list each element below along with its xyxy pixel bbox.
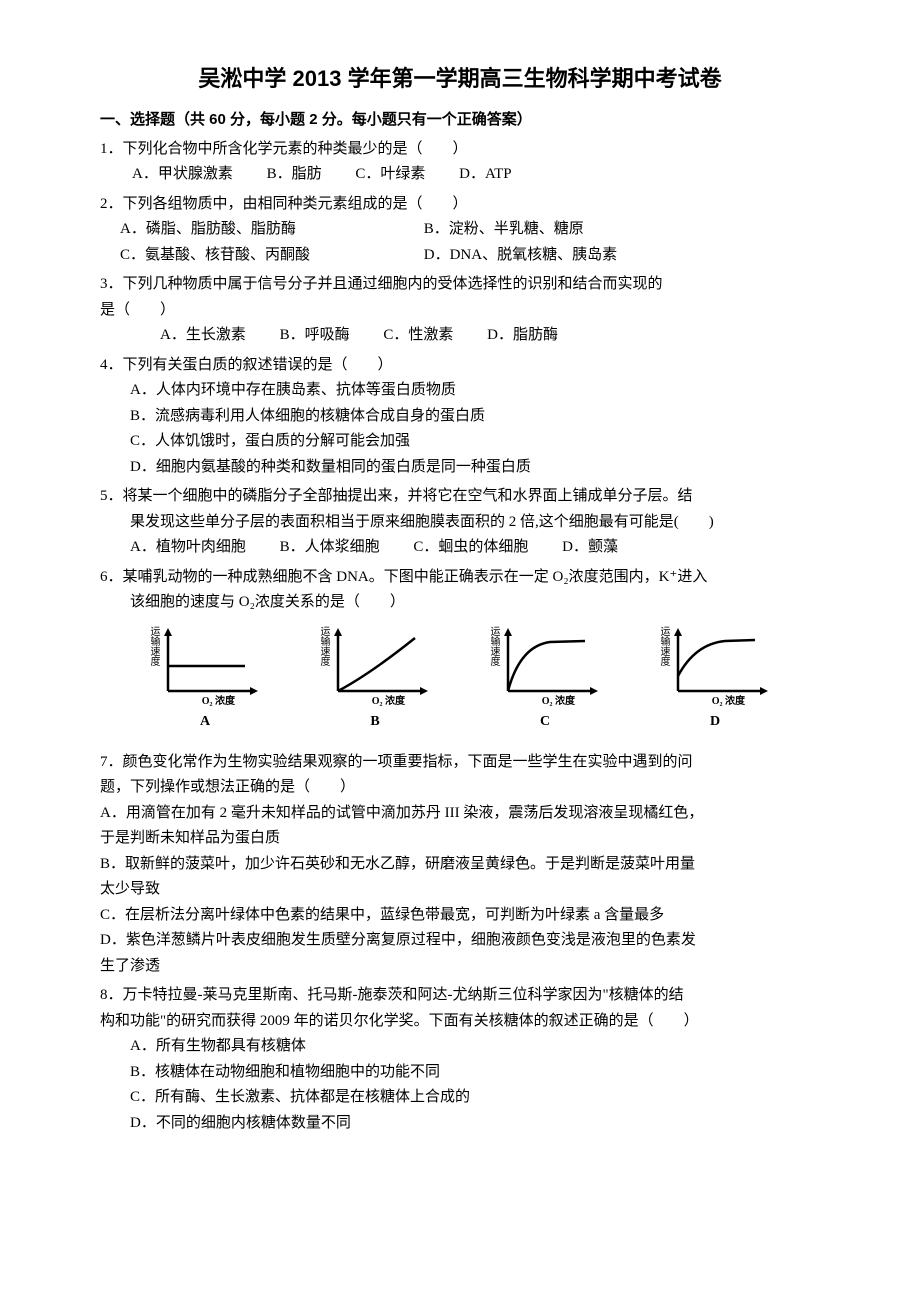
q3-opt-b: B．呼吸酶	[280, 323, 350, 349]
question-6: 6．某哺乳动物的一种成熟细胞不含 DNA。下图中能正确表示在一定 O₂浓度范围内…	[100, 565, 820, 734]
chart-a-ylabel: 运输速度	[148, 626, 159, 666]
q4-opt-d: D．细胞内氨基酸的种类和数量相同的蛋白质是同一种蛋白质	[100, 455, 820, 481]
q2-opt-b: B．淀粉、半乳糖、糖原	[424, 217, 724, 243]
q3-opt-a: A．生长激素	[160, 323, 246, 349]
chart-a-xlabel: O₂ 浓度	[202, 693, 235, 710]
q5-text2: 果发现这些单分子层的表面积相当于原来细胞膜表面积的 2 倍,这个细胞最有可能是(…	[100, 510, 820, 536]
q1-opt-c: C．叶绿素	[355, 162, 425, 188]
q7-opt-d1: D．紫色洋葱鳞片叶表皮细胞发生质壁分离复原过程中，细胞液颜色变浅是液泡里的色素发	[100, 928, 820, 954]
chart-b-xlabel: O₂ 浓度	[372, 693, 405, 710]
q1-text: 1．下列化合物中所含化学元素的种类最少的是（ ）	[100, 137, 820, 163]
q8-opt-d: D．不同的细胞内核糖体数量不同	[100, 1111, 820, 1137]
chart-b-label: B	[370, 710, 379, 734]
q8-opt-c: C．所有酶、生长激素、抗体都是在核糖体上合成的	[100, 1085, 820, 1111]
q3-opt-d: D．脂肪酶	[487, 323, 558, 349]
chart-a: 运输速度 O₂ 浓度 A	[150, 626, 260, 734]
q7-opt-a2: 于是判断未知样品为蛋白质	[100, 826, 820, 852]
q5-opt-d: D．颤藻	[562, 535, 618, 561]
q7-text1: 7．颜色变化常作为生物实验结果观察的一项重要指标，下面是一些学生在实验中遇到的问	[100, 750, 820, 776]
q2-opt-d: D．DNA、脱氧核糖、胰岛素	[424, 243, 724, 269]
q2-opt-c: C．氨基酸、核苷酸、丙酮酸	[120, 243, 420, 269]
page-title: 吴淞中学 2013 学年第一学期高三生物科学期中考试卷	[100, 60, 820, 97]
q4-text: 4．下列有关蛋白质的叙述错误的是（ ）	[100, 353, 820, 379]
question-3: 3．下列几种物质中属于信号分子并且通过细胞内的受体选择性的识别和结合而实现的 是…	[100, 272, 820, 349]
chart-c-ylabel: 运输速度	[488, 626, 499, 666]
q7-opt-a1: A．用滴管在加有 2 毫升未知样品的试管中滴加苏丹 III 染液，震荡后发现溶液…	[100, 801, 820, 827]
chart-a-label: A	[200, 710, 210, 734]
question-5: 5．将某一个细胞中的磷脂分子全部抽提出来，并将它在空气和水界面上铺成单分子层。结…	[100, 484, 820, 561]
chart-d-label: D	[710, 710, 720, 734]
q1-opt-a: A．甲状腺激素	[132, 162, 233, 188]
section-header: 一、选择题（共 60 分，每小题 2 分。每小题只有一个正确答案）	[100, 107, 820, 133]
chart-d-ylabel: 运输速度	[658, 626, 669, 666]
q7-opt-c: C．在层析法分离叶绿体中色素的结果中，蓝绿色带最宽，可判断为叶绿素 a 含量最多	[100, 903, 820, 929]
chart-c-label: C	[540, 710, 550, 734]
q3-text1: 3．下列几种物质中属于信号分子并且通过细胞内的受体选择性的识别和结合而实现的	[100, 272, 820, 298]
q7-opt-b2: 太少导致	[100, 877, 820, 903]
q8-opt-b: B．核糖体在动物细胞和植物细胞中的功能不同	[100, 1060, 820, 1086]
q5-opt-c: C．蛔虫的体细胞	[413, 535, 528, 561]
chart-c: 运输速度 O₂ 浓度 C	[490, 626, 600, 734]
q4-opt-c: C．人体饥饿时，蛋白质的分解可能会加强	[100, 429, 820, 455]
q4-opt-a: A．人体内环境中存在胰岛素、抗体等蛋白质物质	[100, 378, 820, 404]
question-2: 2．下列各组物质中，由相同种类元素组成的是（ ） A．磷脂、脂肪酸、脂肪酶 B．…	[100, 192, 820, 269]
question-4: 4．下列有关蛋白质的叙述错误的是（ ） A．人体内环境中存在胰岛素、抗体等蛋白质…	[100, 353, 820, 481]
q7-opt-d2: 生了渗透	[100, 954, 820, 980]
chart-row: 运输速度 O₂ 浓度 A 运输速度	[120, 626, 800, 734]
q8-text1: 8．万卡特拉曼-莱马克里斯南、托马斯-施泰茨和阿达-尤纳斯三位科学家因为"核糖体…	[100, 983, 820, 1009]
q3-opt-c: C．性激素	[383, 323, 453, 349]
q8-text2: 构和功能"的研究而获得 2009 年的诺贝尔化学奖。下面有关核糖体的叙述正确的是…	[100, 1009, 820, 1035]
q5-opt-b: B．人体浆细胞	[280, 535, 380, 561]
q6-text2: 该细胞的速度与 O₂浓度关系的是（ ）	[100, 590, 820, 616]
q8-opt-a: A．所有生物都具有核糖体	[100, 1034, 820, 1060]
q5-text1: 5．将某一个细胞中的磷脂分子全部抽提出来，并将它在空气和水界面上铺成单分子层。结	[100, 484, 820, 510]
q2-text: 2．下列各组物质中，由相同种类元素组成的是（ ）	[100, 192, 820, 218]
q7-text2: 题，下列操作或想法正确的是（ ）	[100, 775, 820, 801]
q7-opt-b1: B．取新鲜的菠菜叶，加少许石英砂和无水乙醇，研磨液呈黄绿色。于是判断是菠菜叶用量	[100, 852, 820, 878]
q4-opt-b: B．流感病毒利用人体细胞的核糖体合成自身的蛋白质	[100, 404, 820, 430]
q6-text1: 6．某哺乳动物的一种成熟细胞不含 DNA。下图中能正确表示在一定 O₂浓度范围内…	[100, 565, 820, 591]
chart-c-xlabel: O₂ 浓度	[542, 693, 575, 710]
q5-opt-a: A．植物叶肉细胞	[130, 535, 246, 561]
q3-text2: 是（ ）	[100, 298, 820, 324]
question-7: 7．颜色变化常作为生物实验结果观察的一项重要指标，下面是一些学生在实验中遇到的问…	[100, 750, 820, 980]
chart-b-ylabel: 运输速度	[318, 626, 329, 666]
chart-b: 运输速度 O₂ 浓度 B	[320, 626, 430, 734]
q2-opt-a: A．磷脂、脂肪酸、脂肪酶	[120, 217, 420, 243]
question-1: 1．下列化合物中所含化学元素的种类最少的是（ ） A．甲状腺激素 B．脂肪 C．…	[100, 137, 820, 188]
q1-opt-b: B．脂肪	[267, 162, 322, 188]
question-8: 8．万卡特拉曼-莱马克里斯南、托马斯-施泰茨和阿达-尤纳斯三位科学家因为"核糖体…	[100, 983, 820, 1136]
chart-d-xlabel: O₂ 浓度	[712, 693, 745, 710]
q1-opt-d: D．ATP	[459, 162, 512, 188]
chart-d: 运输速度 O₂ 浓度 D	[660, 626, 770, 734]
